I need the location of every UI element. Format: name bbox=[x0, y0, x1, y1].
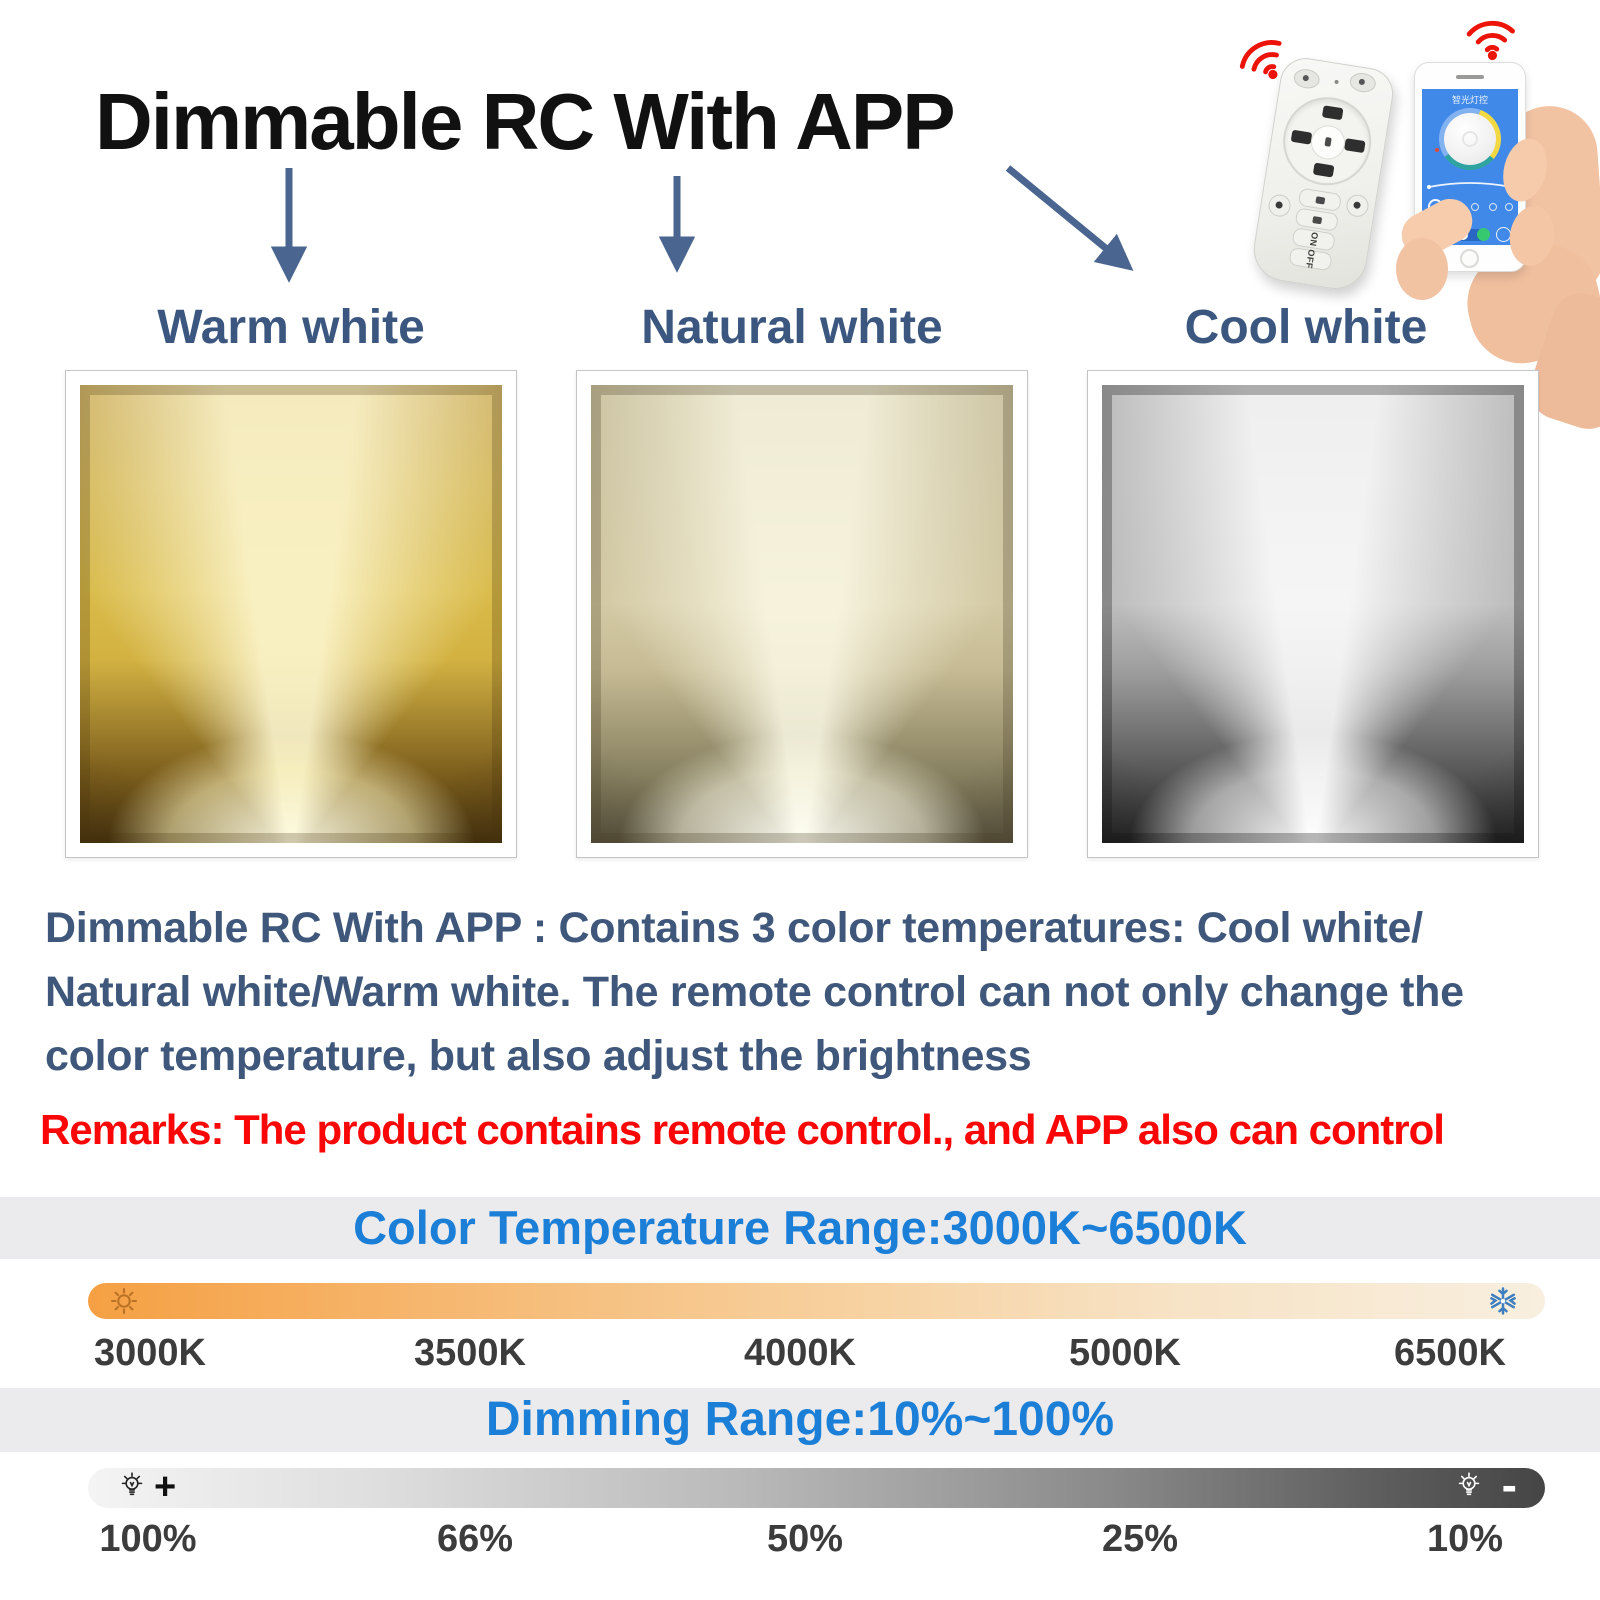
temp-tick: 6500K bbox=[1394, 1332, 1506, 1374]
cool-white-panel-photo bbox=[1087, 370, 1539, 858]
arrow-to-cool bbox=[1005, 165, 1134, 271]
remote-round-button-right bbox=[1344, 193, 1371, 219]
remote-center-button bbox=[1308, 122, 1348, 162]
dial-hub bbox=[1462, 131, 1478, 147]
app-icon bbox=[1505, 203, 1513, 211]
dim-tick: 25% bbox=[1101, 1518, 1179, 1560]
description-paragraph: Dimmable RC With APP : Contains 3 color … bbox=[45, 896, 1545, 1088]
page-title: Dimmable RC With APP bbox=[95, 77, 956, 166]
description-line: Dimmable RC With APP : Contains 3 color … bbox=[45, 904, 1423, 952]
natural-white-panel-photo bbox=[576, 370, 1028, 858]
dial-face bbox=[1444, 113, 1496, 165]
remote-key-up bbox=[1321, 105, 1344, 121]
dimming-heading: Dimming Range:10%~100% bbox=[485, 1393, 1115, 1446]
wifi-icon bbox=[1239, 40, 1282, 80]
remote-night-button bbox=[1292, 67, 1322, 91]
button-glyph bbox=[1314, 195, 1325, 204]
bulb-plus-icon bbox=[121, 1472, 143, 1496]
dim-tick: 100% bbox=[99, 1518, 197, 1560]
plus-sign: + bbox=[154, 1466, 177, 1508]
dial-indicator-dot bbox=[1435, 148, 1439, 152]
remote-control: ON OFF bbox=[1249, 54, 1397, 294]
description-line: color temperature, but also adjust the b… bbox=[45, 1032, 1032, 1080]
remark-text: Remarks: The product contains remote con… bbox=[40, 1106, 1445, 1153]
dim-tick: 66% bbox=[436, 1518, 514, 1560]
button-glyph bbox=[1311, 215, 1322, 224]
app-title: 智光灯控 bbox=[1451, 95, 1488, 105]
app-icon bbox=[1489, 203, 1497, 211]
app-dimmer-dial bbox=[1439, 108, 1501, 170]
warm-white-light bbox=[80, 385, 502, 843]
temp-tick: 5000K bbox=[1069, 1332, 1181, 1374]
temp-tick: 4000K bbox=[744, 1332, 856, 1374]
remote-moon-button bbox=[1348, 71, 1378, 95]
phone-home-button bbox=[1460, 249, 1479, 268]
warm-white-label: Warm white bbox=[157, 301, 425, 354]
remote-off-button: OFF bbox=[1288, 246, 1333, 272]
color-temperature-gradient-bar bbox=[88, 1283, 1545, 1319]
thumb-base bbox=[1396, 238, 1448, 300]
color-temperature-heading: Color Temperature Range:3000K~6500K bbox=[353, 1201, 1247, 1254]
dim-tick: 10% bbox=[1426, 1518, 1504, 1560]
cool-white-light bbox=[1102, 385, 1524, 843]
warm-white-panel-photo bbox=[65, 370, 517, 858]
remote-led-dot bbox=[1334, 79, 1339, 85]
temp-tick: 3500K bbox=[414, 1332, 526, 1374]
snowflake-icon bbox=[1490, 1287, 1516, 1315]
app-slider-curve bbox=[1427, 182, 1513, 189]
remote-dpad bbox=[1276, 90, 1378, 192]
bulb-minus-icon bbox=[1458, 1472, 1480, 1496]
cool-white-label: Cool white bbox=[1184, 301, 1428, 354]
minus-sign: - bbox=[1501, 1459, 1517, 1511]
temp-tick: 3000K bbox=[94, 1332, 206, 1374]
dimming-band: Dimming Range:10%~100% bbox=[0, 1388, 1600, 1452]
dim-tick: 50% bbox=[766, 1518, 844, 1560]
remote-round-button-left bbox=[1266, 193, 1293, 219]
sun-icon bbox=[110, 1287, 138, 1315]
phone-speaker bbox=[1456, 75, 1484, 79]
remote-key-right bbox=[1344, 138, 1366, 154]
remote-key-down bbox=[1312, 162, 1335, 178]
color-temperature-band: Color Temperature Range:3000K~6500K bbox=[0, 1197, 1600, 1259]
natural-white-light bbox=[591, 385, 1013, 843]
description-line: Natural white/Warm white. The remote con… bbox=[45, 968, 1464, 1016]
wifi-icon bbox=[1466, 20, 1515, 61]
dimming-gradient-bar: + - bbox=[88, 1459, 1545, 1511]
app-icon bbox=[1471, 203, 1479, 211]
remote-key-left bbox=[1290, 129, 1313, 145]
natural-white-label: Natural white bbox=[641, 301, 943, 354]
toggle-on-dot bbox=[1477, 228, 1490, 241]
